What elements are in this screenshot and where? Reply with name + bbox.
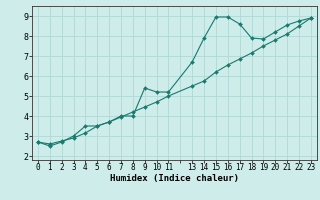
X-axis label: Humidex (Indice chaleur): Humidex (Indice chaleur) [110,174,239,183]
